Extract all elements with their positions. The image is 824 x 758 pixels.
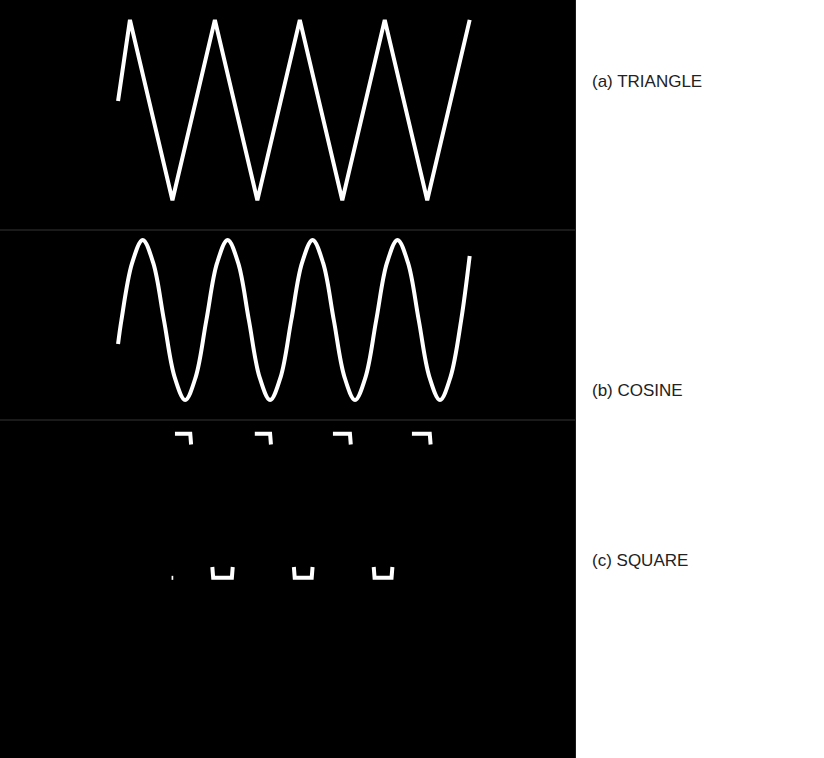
svg-text:(a) TRIANGLE: (a) TRIANGLE xyxy=(592,72,702,91)
svg-text:(b) COSINE: (b) COSINE xyxy=(592,381,683,400)
svg-text:(c) SQUARE: (c) SQUARE xyxy=(592,551,688,570)
